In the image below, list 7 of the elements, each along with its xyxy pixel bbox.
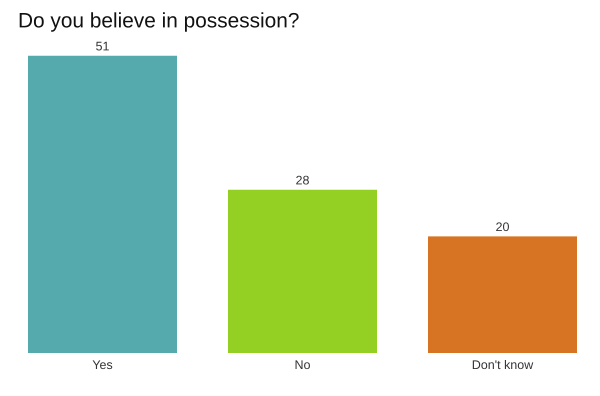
x-tick-label: No bbox=[296, 360, 310, 370]
data-label: 20 bbox=[496, 222, 509, 232]
chart-title: Do you believe in possession? bbox=[20, 12, 299, 32]
x-tick-label: Don't know bbox=[472, 360, 534, 370]
data-label: 28 bbox=[296, 176, 309, 185]
data-label: 51 bbox=[96, 42, 109, 51]
x-tick-label: Yes bbox=[92, 360, 112, 370]
